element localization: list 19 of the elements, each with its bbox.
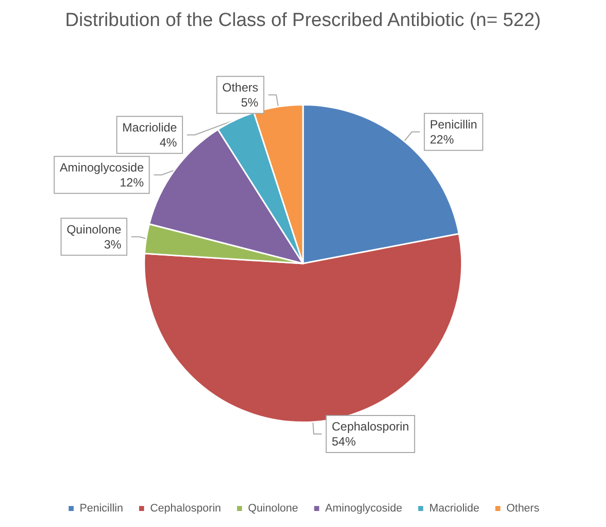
legend-label: Quinolone [248, 502, 298, 514]
legend-label: Cephalosporin [150, 502, 222, 514]
legend-label: Others [506, 502, 540, 514]
slice-label: Others [222, 80, 258, 94]
slice-label: Aminoglycoside [60, 160, 144, 174]
slice-label: Quinolone [66, 222, 122, 236]
data-label: 3% [104, 237, 122, 252]
slice-label: Penicillin [430, 117, 478, 132]
data-label: 22% [430, 132, 454, 146]
legend-label: Aminoglycoside [325, 502, 402, 514]
data-label: 12% [120, 175, 144, 190]
data-label: 5% [240, 95, 259, 110]
legend-label: Macriolide [429, 502, 480, 514]
data-label: 54% [332, 434, 356, 448]
chart-title: Distribution of the Class of Prescribed Antibiotic (n= 522) [65, 10, 541, 31]
data-label: 4% [160, 135, 178, 150]
slice-label: Macriolide [122, 120, 178, 134]
legend-label: Penicillin [80, 502, 124, 514]
slice-label: Cephalosporin [332, 419, 410, 434]
